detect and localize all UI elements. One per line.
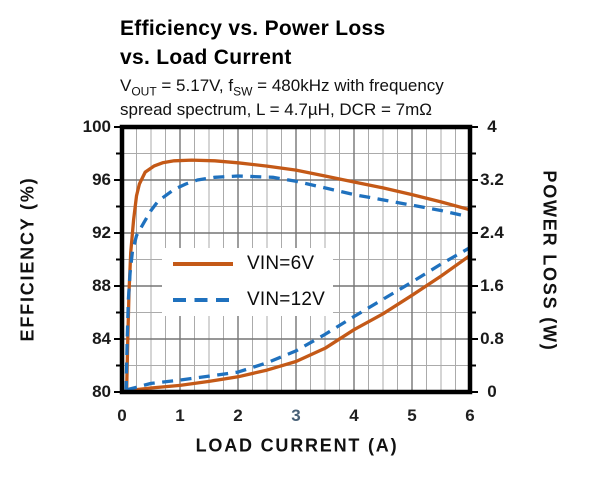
- y-left-tick-80: 80: [92, 382, 111, 401]
- x-tick-3: 3: [291, 406, 301, 425]
- y-left-tick-88: 88: [92, 276, 111, 295]
- x-tick-0: 0: [117, 406, 127, 425]
- legend-row-vin12v: VIN=12V: [162, 288, 333, 312]
- x-tick-6: 6: [465, 406, 475, 425]
- x-tick-1: 1: [175, 406, 185, 425]
- series-power-loss-vin6v: [124, 253, 470, 392]
- y-left-tick-92: 92: [92, 223, 111, 242]
- legend: VIN=6V VIN=12V: [162, 248, 333, 316]
- y-left-tick-84: 84: [92, 329, 111, 348]
- series-power-loss-vin12v: [125, 246, 470, 392]
- y-right-tick-3.2: 3.2: [480, 170, 504, 189]
- plot-border: [119, 124, 473, 395]
- chart-title: Efficiency vs. Power Loss vs. Load Curre…: [120, 14, 385, 72]
- x-axis-title: LOAD CURRENT (A): [195, 435, 399, 456]
- y-right-tick-0: 0: [487, 382, 497, 401]
- chart-title-line-2: vs. Load Current: [120, 46, 292, 69]
- chart-title-line-1: Efficiency vs. Power Loss: [120, 17, 386, 40]
- series-efficiency-vin6v: [124, 158, 470, 392]
- chart-subtitle-line-1: VOUT = 5.17V, fSW = 480kHz with frequenc…: [120, 76, 444, 99]
- chart-subtitle-line-2: spread spectrum, L = 4.7µH, DCR = 7mΩ: [120, 100, 432, 119]
- legend-label-vin12v: VIN=12V: [247, 289, 325, 310]
- y-right-tick-0.8: 0.8: [480, 329, 504, 348]
- legend-label-vin6v: VIN=6V: [247, 253, 315, 274]
- y-right-tick-1.6: 1.6: [480, 276, 504, 295]
- x-tick-4: 4: [349, 406, 359, 425]
- chart-subtitle: VOUT = 5.17V, fSW = 480kHz with frequenc…: [120, 74, 444, 122]
- y-left-tick-100: 100: [82, 117, 111, 136]
- dashed-line-icon: [173, 298, 233, 302]
- y-axis-title-left: EFFICIENCY (%): [17, 176, 38, 342]
- solid-line-icon: [173, 262, 233, 266]
- y-right-tick-4: 4: [487, 117, 497, 136]
- y-left-tick-96: 96: [92, 170, 111, 189]
- x-tick-2: 2: [233, 406, 243, 425]
- y-right-tick-2.4: 2.4: [480, 223, 504, 242]
- legend-row-vin6v: VIN=6V: [162, 252, 333, 276]
- x-tick-5: 5: [407, 406, 417, 425]
- axis-tick-marks: [114, 126, 478, 393]
- series-efficiency-vin12v: [124, 174, 470, 392]
- y-axis-title-right: POWER LOSS (W): [539, 170, 560, 352]
